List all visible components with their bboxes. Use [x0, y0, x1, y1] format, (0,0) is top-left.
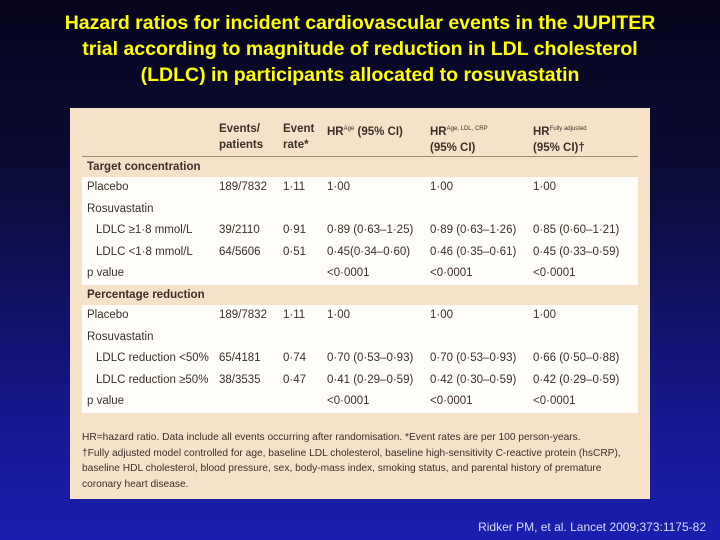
cell-event-rate: 0·74	[283, 352, 307, 365]
header-rate-line1: Event	[283, 123, 315, 135]
table-row: p value <0·0001 <0·0001 <0·0001	[82, 391, 638, 413]
cell-hr-fully-adjusted: 0·66 (0·50–0·88)	[533, 352, 620, 365]
cell-event-rate: 1·11	[283, 181, 306, 193]
cell-event-rate: 0·91	[283, 224, 307, 237]
header-rate: Event rate*	[283, 121, 314, 153]
citation: Ridker PM, et al. Lancet 2009;373:1175-8…	[478, 520, 706, 534]
header-hr-ldl: HRAge, LDL, CRP (95% CI)	[430, 121, 488, 156]
cell-events: 38/3535	[219, 373, 261, 386]
header-hr-ldl-sup: Age, LDL, CRP	[446, 126, 488, 132]
row-label: Rosuvastatin	[87, 330, 154, 343]
row-label: LDLC <1·8 mmol/L	[96, 245, 193, 258]
row-label: p value	[87, 267, 125, 280]
cell-hr-age-ldl-crp: 0·42 (0·30–0·59)	[430, 373, 517, 386]
cell-hr-fully-adjusted: <0·0001	[533, 395, 576, 408]
table-row: p value <0·0001 <0·0001 <0·0001	[82, 263, 638, 285]
cell-hr-fully-adjusted: <0·0001	[533, 267, 576, 280]
cell-hr-age-ldl-crp: <0·0001	[430, 395, 473, 408]
cell-hr-age-ldl-crp: 0·89 (0·63–1·26)	[430, 224, 517, 237]
header-hr-ldl-ci: (95% CI)	[430, 141, 476, 154]
header-hr-full-sup: Fully adjusted	[549, 126, 587, 132]
table-row: Placebo 189/7832 1·11 1·00 1·00 1·00	[82, 177, 638, 199]
header-hr-full-ci: (95% CI)†	[533, 141, 585, 154]
cell-hr-fully-adjusted: 0·45 (0·33–0·59)	[533, 245, 620, 258]
header-hr-age: HRAge (95% CI)	[327, 121, 403, 140]
cell-hr-age: 0·45(0·34–0·60)	[327, 245, 411, 258]
cell-events: 189/7832	[219, 308, 267, 321]
cell-hr-age: 1·00	[327, 308, 351, 321]
footnote-line-3: baseline HDL cholesterol, blood pressure…	[82, 463, 602, 475]
footnote-line-1: HR=hazard ratio. Data include all events…	[82, 432, 581, 443]
table-row: LDLC ≥1·8 mmol/L 39/2110 0·91 0·89 (0·63–1·…	[82, 220, 638, 242]
cell-hr-fully-adjusted: 1·00	[533, 181, 557, 193]
table-footnote: HR=hazard ratio. Data include all events…	[82, 430, 642, 492]
header-hr-full: HRFully adjusted (95% CI)†	[533, 121, 587, 156]
cell-events: 65/4181	[219, 352, 261, 365]
table-row: Placebo 189/7832 1·11 1·00 1·00 1·00	[82, 304, 638, 327]
section-header: Target concentration	[87, 161, 201, 173]
table-row: Rosuvastatin	[82, 198, 638, 221]
header-hr-ldl-hr: HR	[430, 125, 447, 138]
header-hr-age-ci: (95% CI)	[354, 125, 403, 138]
header-hr-age-sup: Age	[343, 126, 355, 132]
row-label: LDLC reduction ≥50%	[96, 373, 209, 386]
table-header: Events/patients Event rate* HRAge (95% CI…	[82, 112, 638, 157]
section-header: Percentage reduction	[87, 288, 205, 301]
cell-hr-age: 0·89 (0·63–1·25)	[327, 224, 414, 237]
table-panel: Events/patients Event rate* HRAge (95% CI…	[70, 108, 650, 499]
title-line-1: Hazard ratios for incident cardiovascula…	[64, 12, 656, 34]
title-line-3: (LDLC) in participants allocated to rosu…	[140, 64, 580, 86]
cell-events: 39/2110	[219, 224, 260, 237]
cell-hr-age: <0·0001	[327, 267, 370, 280]
cell-hr-age-ldl-crp: 0·46 (0·35–0·61)	[430, 245, 517, 258]
cell-event-rate: 0·51	[283, 245, 307, 258]
header-hr-full-hr: HR	[533, 125, 550, 138]
row-label: LDLC ≥1·8 mmol/L	[96, 224, 193, 237]
table-row: LDLC reduction ≥50% 38/3535 0·47 0·41 (0·29…	[82, 369, 638, 392]
table-row: LDLC <1·8 mmol/L 64/5606 0·51 0·45(0·34–0·6…	[82, 241, 638, 264]
header-hr-age-hr: HR	[327, 125, 344, 138]
table-row: Rosuvastatin	[82, 326, 638, 349]
cell-hr-fully-adjusted: 0·42 (0·29–0·59)	[533, 373, 620, 386]
cell-hr-age-ldl-crp: 0·70 (0·53–0·93)	[430, 352, 517, 365]
header-events-line1: Events/	[219, 123, 260, 135]
table-row: LDLC reduction <50% 65/4181 0·74 0·70 (0·53…	[82, 348, 638, 370]
slide-title: Hazard ratios for incident cardiovascula…	[10, 10, 710, 88]
row-label: Placebo	[87, 308, 129, 321]
title-line-2: trial according to magnitude of reductio…	[82, 38, 638, 60]
hazard-ratio-table: Events/patients Event rate* HRAge (95% CI…	[82, 112, 638, 413]
row-label: LDLC reduction <50%	[96, 352, 209, 365]
footnote-line-2: †Fully adjusted model controlled for age…	[82, 447, 621, 459]
header-events: Events/patients	[219, 121, 263, 153]
cell-hr-fully-adjusted: 0·85 (0·60–1·21)	[533, 224, 620, 237]
cell-hr-age: 0·70 (0·53–0·93)	[327, 352, 414, 365]
cell-event-rate: 0·47	[283, 373, 307, 386]
header-events-line2: patients	[219, 139, 264, 151]
cell-hr-age: <0·0001	[327, 395, 370, 408]
row-label: Rosuvastatin	[87, 202, 154, 215]
header-rate-line2: rate*	[283, 139, 309, 151]
cell-events: 64/5606	[219, 245, 261, 258]
row-label: Placebo	[87, 181, 129, 193]
cell-event-rate: 1·11	[283, 308, 306, 321]
cell-hr-age: 1·00	[327, 181, 351, 193]
cell-hr-age: 0·41 (0·29–0·59)	[327, 373, 414, 386]
footnote-line-4: coronary heart disease.	[82, 478, 189, 490]
cell-events: 189/7832	[219, 181, 267, 193]
cell-hr-age-ldl-crp: <0·0001	[430, 267, 473, 280]
row-label: p value	[87, 395, 125, 408]
cell-hr-age-ldl-crp: 1·00	[430, 308, 454, 321]
cell-hr-fully-adjusted: 1·00	[533, 308, 557, 321]
cell-hr-age-ldl-crp: 1·00	[430, 181, 454, 193]
table-body: Target concentration Placebo 189/7832 1·11 1…	[82, 157, 638, 413]
